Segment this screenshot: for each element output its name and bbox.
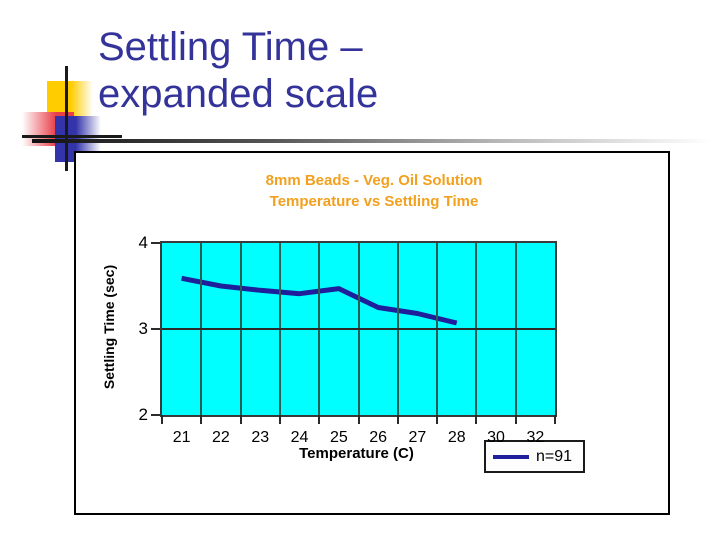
chart-title-line-1: 8mm Beads - Veg. Oil Solution [265, 172, 483, 189]
chart-title: 8mm Beads - Veg. Oil Solution Temperatur… [76, 170, 672, 212]
x-axis-tick [161, 415, 163, 424]
x-axis-tick-label: 30 [487, 429, 505, 446]
plot-area: n=91 2 3 4 21 22 23 24 25 26 27 28 30 32 [139, 233, 585, 473]
gridline-horizontal [162, 328, 555, 330]
x-axis-tick-label: 26 [369, 429, 388, 446]
page-title-line-2: expanded scale [98, 72, 379, 116]
legend-label-n91: n=91 [536, 447, 573, 465]
x-axis-tick [554, 415, 556, 424]
chart-container: 8mm Beads - Veg. Oil Solution Temperatur… [74, 151, 670, 515]
x-axis-title: Temperature (C) [299, 445, 414, 462]
y-axis-tick [151, 242, 160, 244]
x-axis-tick-label: 32 [526, 429, 545, 446]
x-axis-tick [239, 415, 242, 424]
y-axis-title: Settling Time (sec) [98, 241, 120, 413]
chart-legend: n=91 [484, 440, 585, 473]
x-axis-tick [396, 415, 399, 424]
legend-swatch-n91 [493, 454, 529, 459]
x-axis-tick [475, 415, 478, 424]
x-axis-tick [357, 415, 360, 424]
x-axis-tick-label: 28 [447, 429, 466, 446]
x-axis-tick [200, 415, 203, 424]
y-axis-tick-label: 2 [138, 405, 148, 424]
x-axis-tick [318, 415, 321, 424]
y-axis-tick-label: 3 [138, 319, 148, 338]
page-title: Settling Time – expanded scale [98, 24, 698, 118]
y-axis-title-text: Settling Time (sec) [101, 264, 117, 390]
x-axis-tick-label: 21 [172, 429, 191, 446]
logo-vertical-rule [65, 66, 68, 171]
page-title-line-1: Settling Time – [98, 25, 363, 69]
chart-title-line-2: Temperature vs Settling Time [269, 193, 479, 210]
x-axis-tick-label: 24 [290, 429, 309, 446]
x-axis-tick-label: 22 [212, 429, 230, 446]
x-axis-tick [278, 415, 281, 424]
x-axis-tick [436, 415, 439, 424]
x-axis-tick-label: 23 [251, 429, 270, 446]
y-axis-tick-label: 4 [138, 233, 148, 252]
y-axis-tick [151, 414, 160, 416]
x-axis-tick [514, 415, 517, 424]
x-axis-tick-label: 27 [408, 429, 427, 446]
logo-horizontal-rule [22, 135, 122, 138]
y-axis-tick [151, 328, 160, 330]
title-divider [32, 139, 712, 143]
x-axis-tick-label: 25 [329, 429, 348, 446]
